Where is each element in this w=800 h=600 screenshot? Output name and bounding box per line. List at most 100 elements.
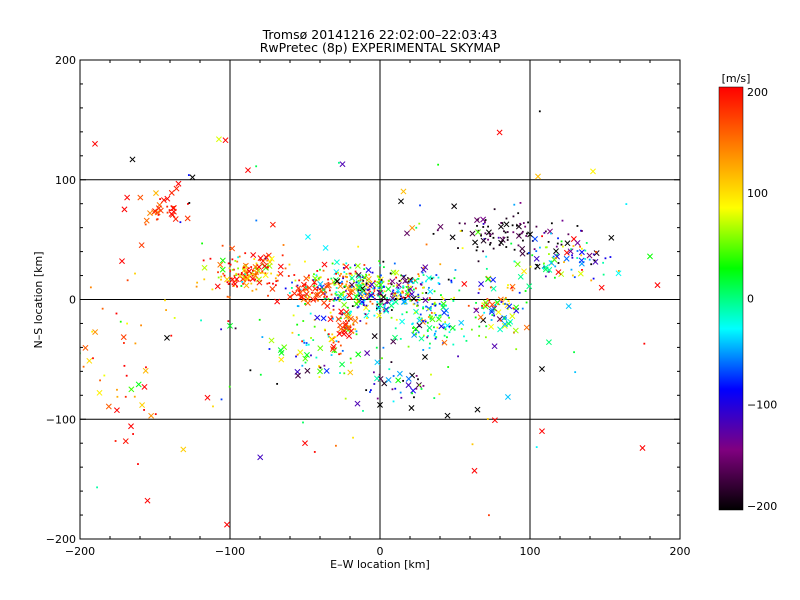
data-point-cross: [137, 194, 144, 201]
data-point-dot: [440, 294, 442, 297]
data-point-dot: [433, 304, 436, 306]
data-point-dot: [292, 314, 295, 317]
data-point-dot: [358, 294, 360, 297]
data-point-cross: [534, 263, 541, 270]
data-point-cross: [416, 322, 423, 329]
data-point-dot: [476, 224, 478, 227]
data-point-dot: [391, 292, 393, 295]
data-point-dot: [348, 272, 351, 275]
data-point-cross: [295, 372, 301, 379]
data-point-dot: [368, 273, 371, 276]
data-point-dot: [380, 280, 383, 283]
data-point-dot: [550, 232, 552, 235]
data-point-cross: [314, 314, 321, 321]
data-point-dot: [313, 451, 316, 453]
data-point-cross: [129, 156, 136, 163]
data-point-dot: [232, 268, 235, 271]
data-point-dot: [415, 387, 418, 390]
data-point-cross: [302, 355, 309, 362]
data-point-dot: [335, 340, 338, 343]
data-point-dot: [513, 248, 516, 251]
data-point-cross: [304, 300, 311, 306]
data-point-dot: [91, 330, 94, 333]
data-point-dot: [255, 273, 257, 276]
data-point-dot: [533, 248, 536, 251]
data-point-cross: [514, 261, 521, 268]
data-point-cross: [341, 301, 348, 308]
data-point-dot: [234, 280, 237, 282]
data-point-dot: [301, 340, 304, 343]
data-point-dot: [229, 263, 232, 266]
data-point-cross: [346, 292, 353, 299]
data-point-dot: [338, 161, 340, 164]
data-point-dot: [134, 342, 137, 345]
data-point-cross: [128, 386, 135, 393]
data-point-dot: [382, 303, 385, 306]
data-point-cross: [377, 282, 384, 288]
data-point-dot: [422, 286, 424, 289]
data-point-dot: [344, 285, 346, 288]
data-point-dot: [483, 311, 486, 314]
data-point-dot: [341, 349, 344, 352]
data-point-cross: [517, 273, 524, 280]
data-point-dot: [421, 292, 424, 295]
data-point-dot: [355, 284, 358, 287]
data-point-dot: [428, 297, 431, 299]
data-point-dot: [376, 281, 379, 283]
data-point-cross: [345, 324, 352, 331]
data-point-cross: [297, 294, 304, 301]
data-point-dot: [405, 311, 408, 314]
data-point-dot: [438, 283, 441, 285]
data-point-dot: [420, 283, 423, 286]
data-point-dot: [251, 289, 254, 292]
data-point-dot: [89, 286, 92, 289]
data-point-dot: [314, 279, 317, 281]
data-point-dot: [362, 279, 365, 282]
data-point-cross: [441, 309, 448, 316]
data-point-dot: [580, 229, 582, 232]
data-point-cross: [512, 327, 519, 334]
data-point-dot: [391, 388, 394, 391]
data-point-dot: [365, 389, 368, 392]
data-point-dot: [159, 198, 162, 200]
data-point-cross: [404, 230, 410, 237]
data-point-cross: [558, 271, 565, 278]
data-point-cross: [86, 357, 93, 364]
data-point-dot: [298, 288, 301, 291]
data-point-dot: [360, 303, 363, 305]
data-point-dot: [390, 309, 393, 311]
data-point-dot: [267, 294, 269, 297]
data-point-dot: [233, 274, 236, 277]
data-point-dot: [464, 222, 466, 225]
data-point-dot: [243, 277, 246, 280]
data-point-dot: [474, 316, 477, 319]
data-point-dot: [519, 222, 522, 225]
data-point-dot: [457, 355, 459, 358]
data-point-dot: [459, 230, 462, 232]
data-point-dot: [590, 263, 593, 266]
data-point-dot: [249, 369, 252, 372]
data-point-dot: [574, 371, 577, 374]
data-point-dot: [382, 346, 385, 349]
data-point-dot: [244, 280, 247, 283]
data-point-dot: [429, 276, 432, 279]
data-point-dot: [563, 261, 565, 264]
data-point-dot: [400, 291, 403, 294]
data-point-dot: [417, 278, 420, 280]
data-point-dot: [330, 315, 333, 318]
data-point-cross: [135, 381, 142, 388]
data-point-dot: [522, 239, 524, 242]
data-point-dot: [524, 225, 527, 228]
data-point-dot: [354, 272, 357, 275]
data-point-dot: [445, 304, 447, 307]
data-point-dot: [188, 202, 191, 204]
data-point-dot: [543, 231, 546, 234]
data-point-dot: [263, 258, 266, 261]
data-point-dot: [345, 283, 348, 286]
data-point-cross: [422, 354, 428, 360]
data-point-dot: [489, 235, 492, 238]
data-point-dot: [341, 313, 343, 316]
data-point-dot: [295, 355, 297, 358]
data-point-dot: [335, 444, 337, 447]
data-point-dot: [383, 305, 386, 308]
